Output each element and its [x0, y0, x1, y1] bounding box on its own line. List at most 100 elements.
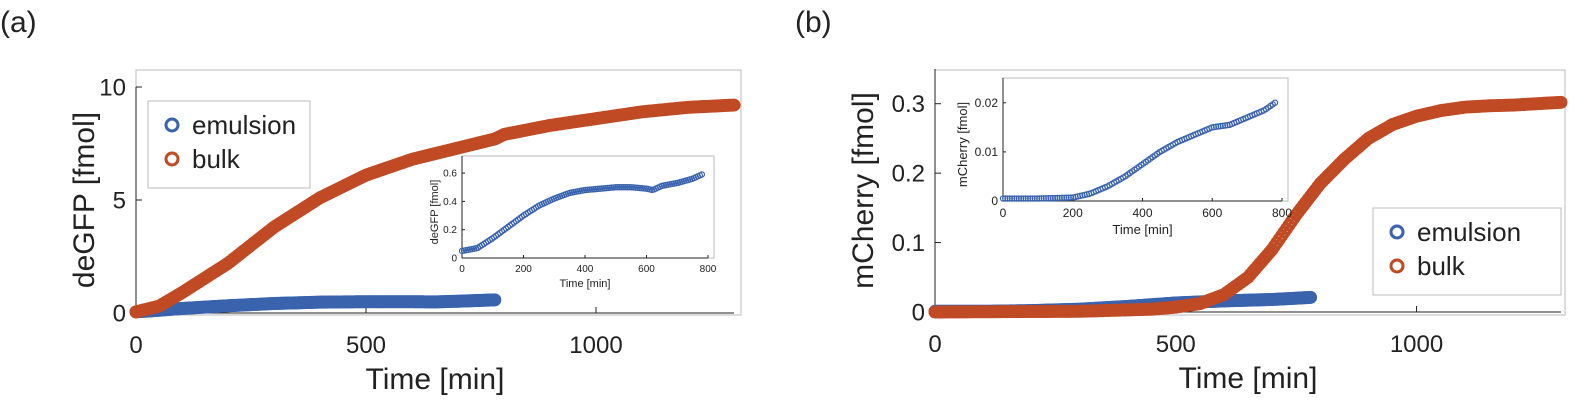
data-point	[1212, 123, 1220, 130]
legend-box	[147, 100, 311, 189]
x-tick-label: 400	[577, 264, 594, 275]
data-point	[488, 293, 502, 307]
data-point	[626, 184, 634, 191]
x-tick-label: 800	[1272, 206, 1292, 220]
data-point	[614, 184, 622, 191]
legend-marker-emulsion	[1389, 224, 1405, 240]
chart-a-inset: 0 200 400 600 800 0 0.2 0.4 0.6 Time [min] deGFP […	[429, 155, 717, 290]
y-axis-label: deGFP [fmol]	[68, 112, 101, 288]
panel-label: (a)	[0, 6, 37, 39]
series-emulsion	[458, 171, 706, 255]
data-point	[1020, 195, 1027, 202]
x-axis-label: Time [min]	[560, 278, 611, 290]
legend-label-bulk: bulk	[1417, 251, 1466, 281]
data-point	[1210, 123, 1218, 131]
data-point	[1033, 195, 1041, 202]
inset-frame	[1002, 77, 1289, 202]
data-point	[1054, 194, 1061, 202]
data-point	[1004, 195, 1011, 202]
legend-box	[1372, 207, 1562, 296]
y-tick-label: 0	[912, 299, 925, 326]
y-tick-label: 0.4	[443, 197, 457, 208]
data-point	[1061, 194, 1068, 201]
x-tick-label: 0	[459, 264, 465, 275]
data-point	[1002, 195, 1009, 202]
legend-label-bulk: bulk	[192, 144, 241, 174]
data-point	[1038, 195, 1045, 202]
y-tick-label: 10	[99, 74, 126, 101]
data-point	[1022, 195, 1029, 202]
x-tick-label: 0	[1000, 206, 1007, 220]
x-axis-label: Time [min]	[1112, 222, 1172, 237]
data-point	[1058, 194, 1066, 202]
data-point	[1049, 194, 1057, 202]
y-tick-label: 5	[113, 187, 126, 214]
series-bulk	[928, 95, 1568, 319]
chart-b-inset: 0 200 400 600 800 0 0.01 0.02 Time [min] mCherry …	[955, 77, 1292, 237]
data-point	[1013, 195, 1020, 202]
data-point	[1029, 195, 1036, 202]
data-point	[1008, 195, 1016, 202]
legend-label-emulsion: emulsion	[192, 110, 296, 140]
data-point	[1006, 195, 1014, 202]
y-tick-label: 0.2	[892, 161, 925, 188]
legend-marker-bulk	[1389, 258, 1405, 274]
y-tick-label: 0.3	[892, 91, 925, 118]
legend-marker-emulsion	[164, 117, 180, 133]
data-point	[999, 195, 1007, 202]
inset-frame	[461, 155, 715, 259]
x-tick-label: 1000	[1390, 331, 1443, 358]
y-axis-label: deGFP [fmol]	[429, 180, 441, 245]
series-emulsion	[999, 99, 1279, 202]
x-tick-label: 500	[346, 332, 386, 359]
y-tick-label: 0.02	[975, 96, 999, 110]
x-tick-label: 0	[928, 331, 941, 358]
data-point	[1271, 99, 1279, 106]
legend: emulsion bulk	[147, 100, 311, 189]
data-point	[624, 184, 632, 191]
data-point	[1026, 195, 1034, 202]
data-point	[1011, 195, 1018, 202]
data-point	[1056, 194, 1063, 202]
data-point	[612, 184, 620, 191]
chart-a-main: (a) 0 500 1000 0 5 10 Time [min] deGFP [fmol] emu…	[0, 6, 742, 396]
data-point	[1047, 194, 1054, 202]
x-tick-label: 200	[515, 264, 532, 275]
data-point	[618, 184, 626, 191]
data-point	[1554, 95, 1568, 109]
data-point	[1217, 122, 1224, 130]
panel-label: (b)	[795, 6, 832, 39]
x-tick-label: 500	[1156, 331, 1196, 358]
series-emulsion	[129, 293, 502, 319]
data-point	[727, 98, 741, 112]
y-tick-label: 0	[113, 300, 126, 327]
panel-b: (b) 0 500 1000 0 0.1 0.2 0.3 Time [min] mCherry […	[795, 6, 1568, 395]
y-axis-label: mCherry [fmol]	[955, 102, 970, 187]
data-point	[1017, 195, 1025, 202]
x-tick-label: 800	[700, 264, 717, 275]
y-axis-label: mCherry [fmol]	[847, 92, 880, 289]
y-tick-label: 0.1	[892, 230, 925, 257]
data-point	[1065, 194, 1072, 201]
x-tick-label: 200	[1063, 206, 1083, 220]
x-axis-label: Time [min]	[1179, 362, 1318, 395]
data-point	[1215, 123, 1222, 130]
y-tick-label: 0.01	[975, 145, 999, 159]
x-tick-label: 600	[638, 264, 655, 275]
chart-b-main: (b) 0 500 1000 0 0.1 0.2 0.3 Time [min] mCherry […	[795, 6, 1568, 395]
legend-marker-bulk	[164, 151, 180, 167]
data-point	[1031, 195, 1038, 202]
x-tick-label: 0	[129, 332, 142, 359]
data-point	[1015, 195, 1023, 202]
y-tick-label: 0	[991, 194, 998, 208]
x-tick-label: 600	[1202, 206, 1222, 220]
data-point	[1040, 195, 1048, 202]
data-point	[1063, 194, 1070, 201]
y-tick-label: 0	[451, 254, 457, 265]
y-tick-label: 0.2	[443, 225, 457, 236]
data-point	[1304, 290, 1318, 304]
x-tick-label: 1000	[569, 332, 622, 359]
data-point	[1219, 122, 1227, 130]
x-axis-label: Time [min]	[366, 363, 505, 396]
